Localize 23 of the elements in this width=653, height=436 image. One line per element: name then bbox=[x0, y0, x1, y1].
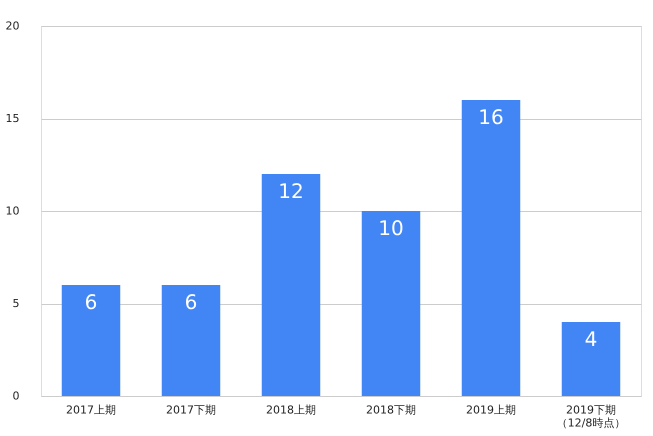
bar bbox=[262, 174, 320, 396]
data-label: 6 bbox=[184, 290, 198, 314]
bar bbox=[462, 100, 520, 396]
x-tick-label: 2017下期 bbox=[166, 404, 216, 416]
bar bbox=[62, 285, 120, 396]
y-tick-label: 5 bbox=[12, 297, 20, 310]
data-label: 16 bbox=[478, 105, 504, 129]
y-tick-label: 15 bbox=[6, 112, 20, 125]
bar bbox=[562, 322, 620, 396]
x-tick-label: 2018上期 bbox=[266, 404, 316, 416]
x-tick-label: 2017上期 bbox=[66, 404, 116, 416]
y-tick-label: 20 bbox=[6, 20, 20, 32]
bar bbox=[362, 211, 420, 396]
y-tick-label: 10 bbox=[6, 204, 20, 218]
data-label: 4 bbox=[584, 327, 598, 351]
x-tick-label: 2018下期 bbox=[366, 404, 416, 416]
data-label: 10 bbox=[378, 216, 404, 240]
data-label: 6 bbox=[84, 290, 98, 314]
data-label: 12 bbox=[278, 179, 304, 203]
x-tick-label: 2019下期（12/8時点） bbox=[556, 404, 626, 430]
y-tick-label: 0 bbox=[12, 390, 20, 402]
bar bbox=[162, 285, 220, 396]
x-tick-label: 2019上期 bbox=[466, 404, 516, 416]
